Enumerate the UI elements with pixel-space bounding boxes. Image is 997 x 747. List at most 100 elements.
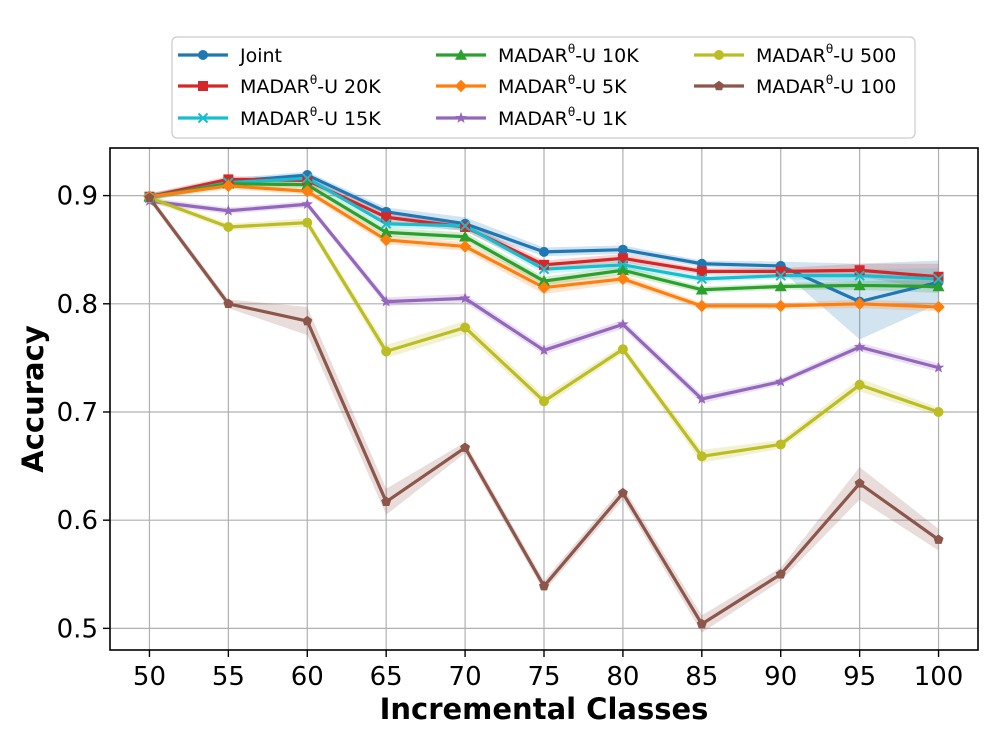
point-madar-u-1k — [696, 393, 708, 404]
point-madar-u-20k — [696, 266, 707, 277]
point-madar-u-10k — [616, 264, 629, 276]
point-madar-u-5k — [537, 281, 551, 294]
point-madar-u-1k — [301, 198, 313, 210]
x-tick-label: 65 — [370, 662, 403, 692]
x-tick-label: 60 — [291, 662, 324, 692]
legend-marker-madar-u-15k — [197, 112, 209, 124]
point-madar-u-10k — [459, 230, 472, 242]
x-tick-label: 85 — [685, 662, 718, 692]
x-axis-title: Incremental Classes — [380, 692, 709, 726]
point-madar-u-10k — [301, 178, 314, 190]
y-tick-label: 0.7 — [57, 398, 98, 428]
point-madar-u-10k — [380, 226, 393, 238]
legend-label-madar-u-1k: MADARθ-U 1K — [498, 105, 627, 130]
point-madar-u-5k — [616, 272, 630, 286]
point-madar-u-5k — [301, 185, 314, 198]
point-madar-u-5k — [222, 179, 235, 193]
point-madar-u-100 — [381, 496, 392, 507]
point-madar-u-1k — [775, 375, 787, 387]
point-joint — [539, 246, 549, 257]
point-madar-u-20k — [933, 271, 944, 282]
point-madar-u-500 — [617, 344, 628, 355]
series-markers — [143, 170, 945, 629]
point-madar-u-100 — [775, 569, 786, 579]
legend-label-madar-u-20k: MADARθ-U 20K — [240, 73, 381, 98]
point-madar-u-15k — [854, 270, 865, 281]
point-madar-u-5k — [774, 299, 787, 313]
x-tick-label: 80 — [606, 662, 639, 692]
legend-label-madar-u-15k: MADARθ-U 15K — [240, 105, 381, 130]
point-madar-u-500 — [696, 451, 707, 462]
x-tick-label: 50 — [133, 662, 166, 692]
point-madar-u-500 — [775, 439, 786, 450]
legend: Joint MADARθ-U 20K MADARθ-U 15K MADARθ-U 10… — [171, 36, 916, 139]
point-madar-u-15k — [459, 220, 471, 232]
x-tick-label: 70 — [449, 662, 482, 692]
legend-label-madar-u-5k: MADARθ-U 5K — [498, 73, 627, 98]
legend-marker-madar-u-1k — [455, 112, 467, 123]
legend-marker-madar-u-20k — [198, 81, 208, 91]
y-tick-label: 0.6 — [57, 506, 98, 536]
point-madar-u-1k — [617, 318, 629, 330]
band-madar-u-1k — [149, 197, 939, 404]
point-madar-u-10k — [853, 279, 866, 291]
point-madar-u-1k — [222, 204, 235, 216]
x-tick-label: 75 — [527, 662, 560, 692]
point-madar-u-10k — [774, 280, 787, 292]
legend-label-madar-u-10k: MADARθ-U 10K — [498, 42, 639, 67]
point-madar-u-1k — [380, 295, 392, 307]
point-madar-u-1k — [853, 341, 866, 352]
point-madar-u-500 — [854, 379, 865, 390]
legend-marker-madar-u-10k — [455, 49, 467, 60]
x-tick-label: 95 — [843, 662, 876, 692]
legend-frame — [171, 36, 916, 139]
legend-marker-madar-u-5k — [454, 79, 468, 93]
point-madar-u-20k — [617, 253, 628, 264]
legend-label-joint: Joint — [239, 45, 282, 67]
y-tick-label: 0.5 — [57, 614, 98, 644]
point-madar-u-100 — [302, 315, 313, 326]
y-axis-title: Accuracy — [16, 325, 50, 473]
point-madar-u-100 — [460, 442, 471, 452]
point-madar-u-15k — [696, 273, 708, 285]
point-madar-u-5k — [853, 297, 866, 311]
legend-marker-madar-u-500 — [714, 50, 724, 60]
point-madar-u-15k — [933, 273, 944, 285]
point-madar-u-1k — [459, 292, 471, 304]
point-madar-u-20k — [854, 265, 865, 276]
x-tick-label: 55 — [212, 662, 245, 692]
band-madar-u-15k — [149, 175, 939, 290]
point-madar-u-500 — [539, 396, 549, 407]
point-madar-u-20k — [381, 212, 392, 223]
point-madar-u-100 — [539, 580, 549, 591]
legend-marker-joint — [198, 50, 208, 60]
y-tick-label: 0.8 — [57, 290, 98, 320]
point-madar-u-1k — [932, 361, 945, 373]
point-madar-u-100 — [696, 618, 707, 629]
y-tick-label: 0.9 — [57, 182, 98, 212]
point-joint — [617, 244, 628, 255]
point-madar-u-500 — [302, 217, 313, 228]
point-madar-u-100 — [933, 534, 944, 544]
point-joint — [696, 258, 707, 269]
point-madar-u-5k — [695, 299, 709, 313]
point-madar-u-10k — [695, 283, 708, 295]
x-tick-label: 90 — [764, 662, 797, 692]
point-madar-u-100 — [144, 192, 155, 203]
point-madar-u-5k — [379, 233, 393, 247]
legend-label-madar-u-500: MADARθ-U 500 — [756, 42, 896, 67]
point-madar-u-5k — [458, 240, 472, 253]
point-madar-u-500 — [381, 346, 392, 357]
point-madar-u-20k — [539, 259, 549, 270]
point-madar-u-1k — [538, 344, 550, 356]
point-madar-u-15k — [302, 173, 313, 184]
point-madar-u-10k — [538, 275, 550, 286]
axis-ticks: 50 55 60 65 70 75 80 85 90 95 100 0.5 0.6 0.7 0.8 0.9 — [57, 182, 964, 692]
legend-marker-madar-u-100 — [714, 80, 724, 91]
point-madar-u-15k — [538, 263, 550, 275]
point-madar-u-100 — [223, 298, 234, 309]
point-madar-u-5k — [932, 300, 945, 314]
point-madar-u-500 — [460, 322, 471, 333]
point-madar-u-500 — [223, 221, 234, 232]
point-madar-u-15k — [775, 270, 786, 281]
